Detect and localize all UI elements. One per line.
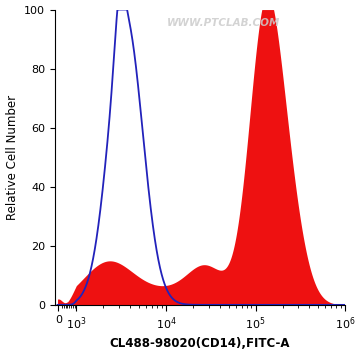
X-axis label: CL488-98020(CD14),FITC-A: CL488-98020(CD14),FITC-A <box>110 337 290 350</box>
Y-axis label: Relative Cell Number: Relative Cell Number <box>5 95 18 220</box>
Text: WWW.PTCLAB.COM: WWW.PTCLAB.COM <box>166 19 280 28</box>
